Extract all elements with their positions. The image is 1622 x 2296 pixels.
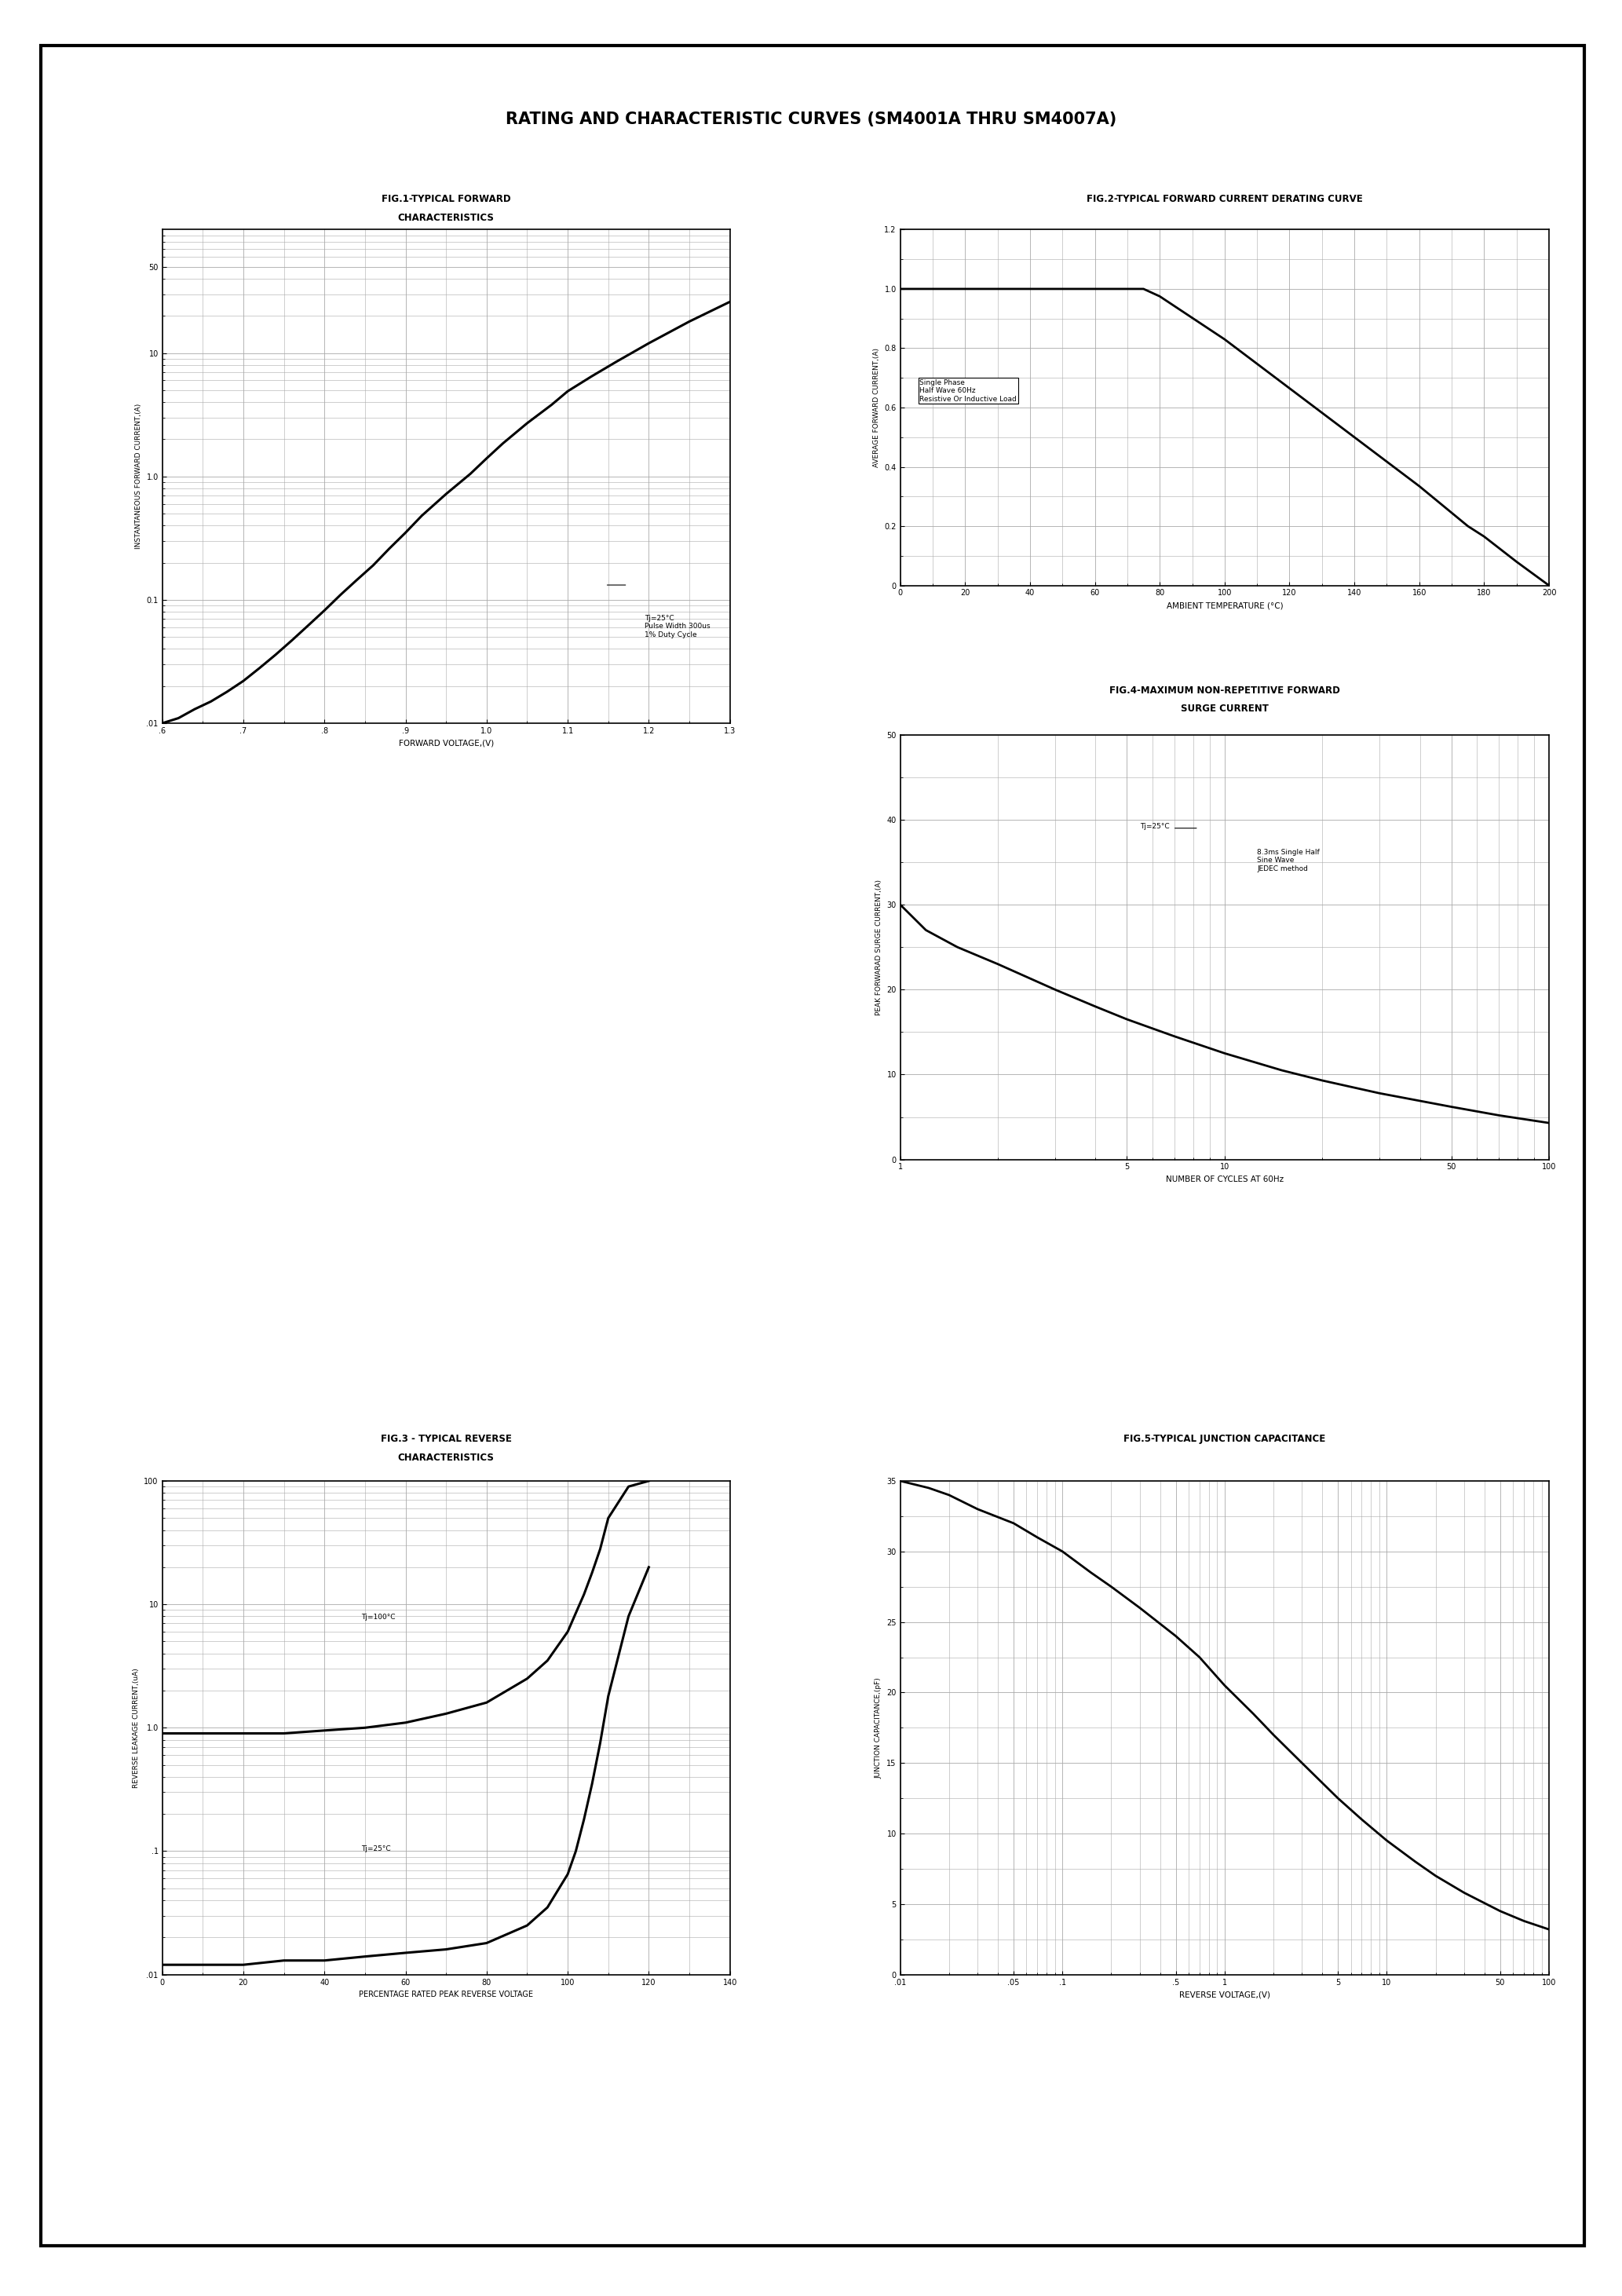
- Text: CHARACTERISTICS: CHARACTERISTICS: [397, 1453, 495, 1463]
- Text: FIG.2-TYPICAL FORWARD CURRENT DERATING CURVE: FIG.2-TYPICAL FORWARD CURRENT DERATING C…: [1087, 195, 1362, 204]
- Y-axis label: JUNCTION CAPACITANCE,(pF): JUNCTION CAPACITANCE,(pF): [876, 1676, 882, 1779]
- Text: FIG.5-TYPICAL JUNCTION CAPACITANCE: FIG.5-TYPICAL JUNCTION CAPACITANCE: [1124, 1435, 1325, 1444]
- Y-axis label: AVERAGE FORWARD CURRENT,(A): AVERAGE FORWARD CURRENT,(A): [873, 349, 881, 466]
- Text: 8.3ms Single Half
Sine Wave
JEDEC method: 8.3ms Single Half Sine Wave JEDEC method: [1257, 850, 1320, 872]
- Text: Tj=25°C: Tj=25°C: [360, 1846, 391, 1853]
- X-axis label: NUMBER OF CYCLES AT 60Hz: NUMBER OF CYCLES AT 60Hz: [1166, 1176, 1283, 1182]
- X-axis label: AMBIENT TEMPERATURE (°C): AMBIENT TEMPERATURE (°C): [1166, 602, 1283, 608]
- Text: SURGE CURRENT: SURGE CURRENT: [1181, 705, 1268, 714]
- Text: RATING AND CHARACTERISTIC CURVES (SM4001A THRU SM4007A): RATING AND CHARACTERISTIC CURVES (SM4001…: [506, 113, 1116, 126]
- X-axis label: PERCENTAGE RATED PEAK REVERSE VOLTAGE: PERCENTAGE RATED PEAK REVERSE VOLTAGE: [358, 1991, 534, 1998]
- Text: FIG.1-TYPICAL FORWARD: FIG.1-TYPICAL FORWARD: [381, 195, 511, 204]
- Text: Tj=100°C: Tj=100°C: [360, 1614, 396, 1621]
- Y-axis label: PEAK FORWARAD SURGE CURRENT,(A): PEAK FORWARAD SURGE CURRENT,(A): [876, 879, 882, 1015]
- X-axis label: REVERSE VOLTAGE,(V): REVERSE VOLTAGE,(V): [1179, 1991, 1270, 1998]
- Text: FIG.3 - TYPICAL REVERSE: FIG.3 - TYPICAL REVERSE: [381, 1435, 511, 1444]
- Text: CHARACTERISTICS: CHARACTERISTICS: [397, 214, 495, 223]
- Text: Tj=25°C: Tj=25°C: [1140, 822, 1169, 829]
- Y-axis label: REVERSE LEAKAGE CURRENT,(uA): REVERSE LEAKAGE CURRENT,(uA): [133, 1667, 139, 1789]
- Text: Single Phase
Half Wave 60Hz
Resistive Or Inductive Load: Single Phase Half Wave 60Hz Resistive Or…: [920, 379, 1017, 402]
- Text: Tj=25°C
Pulse Width 300us
1% Duty Cycle: Tj=25°C Pulse Width 300us 1% Duty Cycle: [644, 615, 710, 638]
- X-axis label: FORWARD VOLTAGE,(V): FORWARD VOLTAGE,(V): [399, 739, 493, 746]
- Text: FIG.4-MAXIMUM NON-REPETITIVE FORWARD: FIG.4-MAXIMUM NON-REPETITIVE FORWARD: [1109, 687, 1340, 696]
- Y-axis label: INSTANTANEOUS FORWARD CURRENT,(A): INSTANTANEOUS FORWARD CURRENT,(A): [135, 404, 143, 549]
